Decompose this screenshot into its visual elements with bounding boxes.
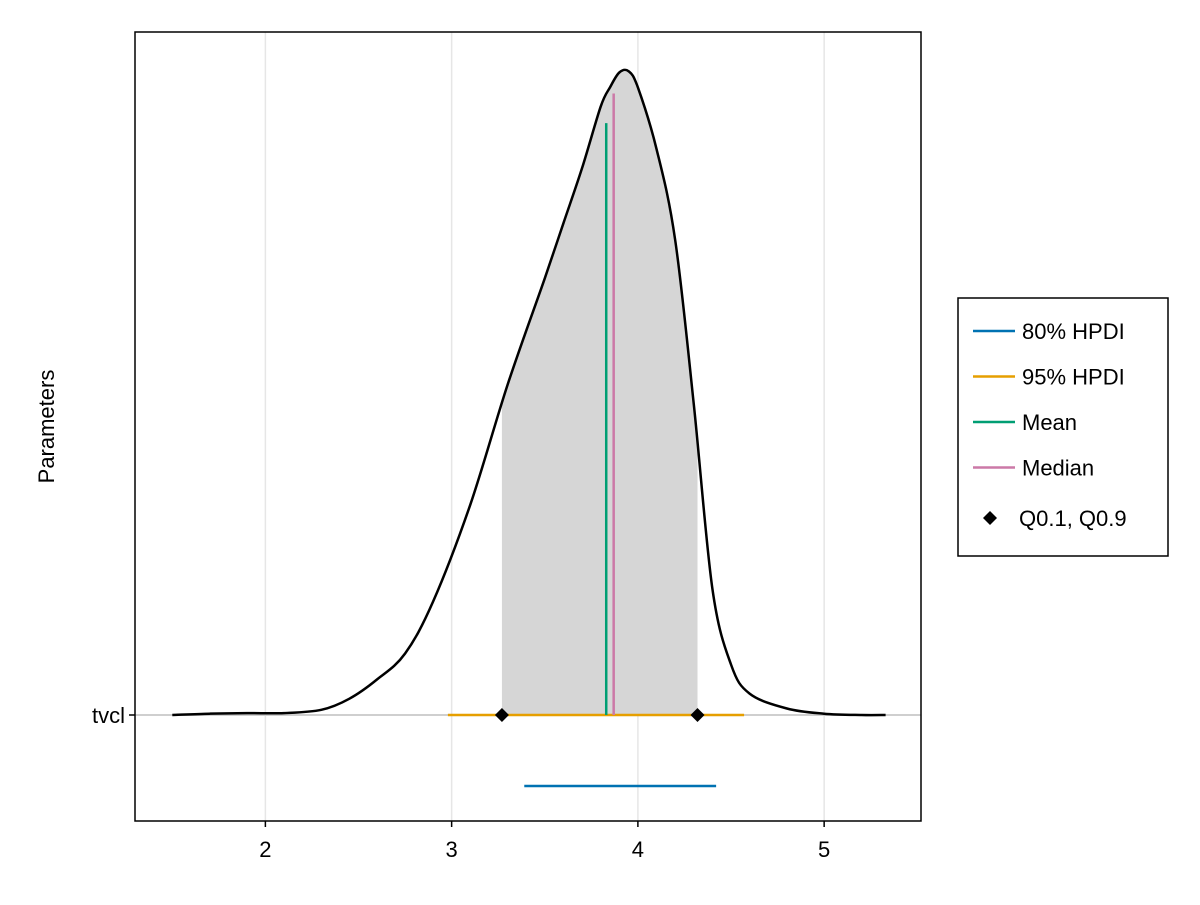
- legend-label: 80% HPDI: [1022, 319, 1125, 344]
- x-tick-label: 4: [632, 837, 644, 862]
- legend: 80% HPDI 95% HPDI Mean Median Q0.1, Q0.9: [957, 297, 1169, 557]
- plot-frame: [134, 31, 922, 822]
- legend-marker: [983, 511, 997, 525]
- plot-data: [172, 68, 886, 788]
- legend-label: Mean: [1022, 410, 1077, 435]
- x-tick-label: 5: [818, 837, 830, 862]
- x-tick-label: 3: [446, 837, 458, 862]
- legend-label: Median: [1022, 456, 1094, 481]
- legend-box: [957, 297, 1169, 557]
- legend-label: Q0.1, Q0.9: [1019, 506, 1127, 531]
- y-tick-label: tvcl: [92, 703, 125, 728]
- shaded-region: [501, 71, 698, 716]
- density-curve: [172, 68, 886, 717]
- axes: Parameters tvcl 2 3 4 5: [34, 370, 830, 862]
- y-axis-label: Parameters: [34, 370, 59, 484]
- x-tick-label: 2: [259, 837, 271, 862]
- quantile-point: [494, 708, 509, 722]
- legend-label: 95% HPDI: [1022, 365, 1125, 390]
- quantile-point: [690, 708, 705, 722]
